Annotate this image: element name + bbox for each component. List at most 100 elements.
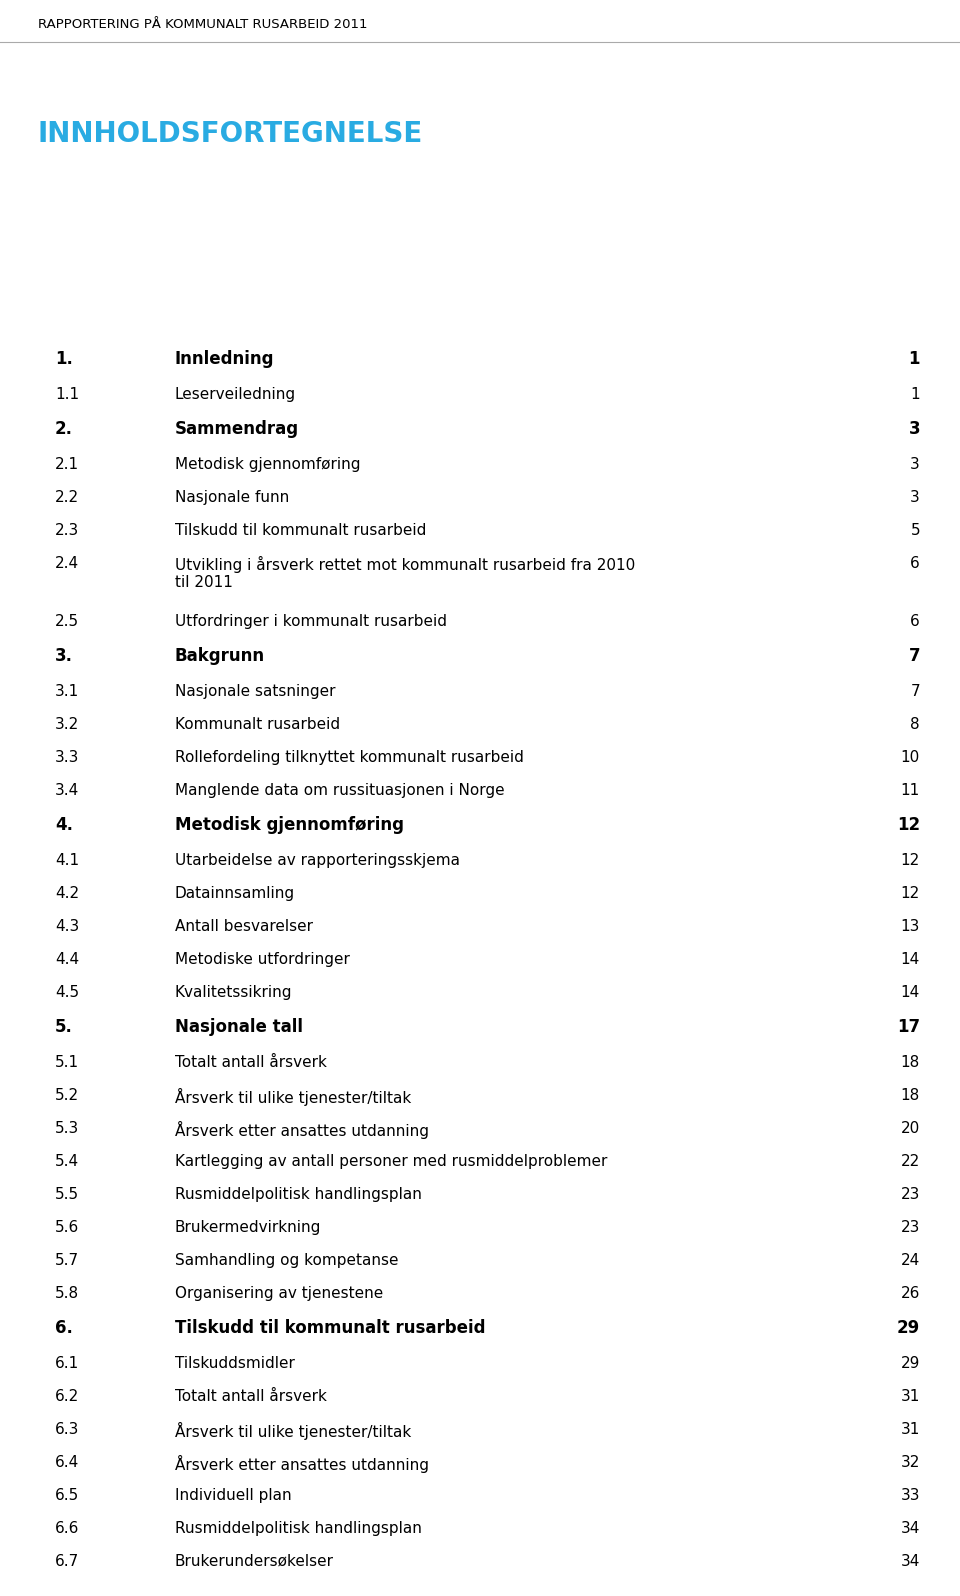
Text: 1.1: 1.1 — [55, 386, 79, 402]
Text: Totalt antall årsverk: Totalt antall årsverk — [175, 1055, 326, 1069]
Text: 3: 3 — [910, 490, 920, 504]
Text: 3: 3 — [908, 420, 920, 437]
Text: Tilskuddsmidler: Tilskuddsmidler — [175, 1357, 295, 1371]
Text: 22: 22 — [900, 1154, 920, 1168]
Text: Kommunalt rusarbeid: Kommunalt rusarbeid — [175, 717, 340, 733]
Text: 18: 18 — [900, 1088, 920, 1103]
Text: 31: 31 — [900, 1389, 920, 1404]
Text: 24: 24 — [900, 1253, 920, 1267]
Text: 6.3: 6.3 — [55, 1422, 80, 1436]
Text: Rollefordeling tilknyttet kommunalt rusarbeid: Rollefordeling tilknyttet kommunalt rusa… — [175, 750, 524, 764]
Text: 29: 29 — [897, 1318, 920, 1337]
Text: Årsverk til ulike tjenester/tiltak: Årsverk til ulike tjenester/tiltak — [175, 1088, 411, 1106]
Text: 6: 6 — [910, 614, 920, 629]
Text: Manglende data om russituasjonen i Norge: Manglende data om russituasjonen i Norge — [175, 784, 505, 798]
Text: Innledning: Innledning — [175, 350, 275, 369]
Text: Metodiske utfordringer: Metodiske utfordringer — [175, 951, 349, 967]
Text: 5.8: 5.8 — [55, 1286, 79, 1301]
Text: 6.4: 6.4 — [55, 1456, 80, 1470]
Text: Organisering av tjenestene: Organisering av tjenestene — [175, 1286, 383, 1301]
Text: Årsverk til ulike tjenester/tiltak: Årsverk til ulike tjenester/tiltak — [175, 1422, 411, 1440]
Text: 2.3: 2.3 — [55, 523, 80, 538]
Text: Metodisk gjennomføring: Metodisk gjennomføring — [175, 816, 404, 835]
Text: 5.: 5. — [55, 1018, 73, 1036]
Text: Sammendrag: Sammendrag — [175, 420, 300, 437]
Text: 2.5: 2.5 — [55, 614, 79, 629]
Text: Datainnsamling: Datainnsamling — [175, 886, 295, 902]
Text: Utfordringer i kommunalt rusarbeid: Utfordringer i kommunalt rusarbeid — [175, 614, 447, 629]
Text: 29: 29 — [900, 1357, 920, 1371]
Text: 3.2: 3.2 — [55, 717, 80, 733]
Text: 2.1: 2.1 — [55, 456, 79, 472]
Text: 32: 32 — [900, 1456, 920, 1470]
Text: 31: 31 — [900, 1422, 920, 1436]
Text: 6.6: 6.6 — [55, 1521, 80, 1535]
Text: 4.: 4. — [55, 816, 73, 835]
Text: Brukermedvirkning: Brukermedvirkning — [175, 1219, 322, 1235]
Text: 4.3: 4.3 — [55, 919, 80, 934]
Text: 3: 3 — [910, 456, 920, 472]
Text: 8: 8 — [910, 717, 920, 733]
Text: 6.7: 6.7 — [55, 1555, 80, 1569]
Text: INNHOLDSFORTEGNELSE: INNHOLDSFORTEGNELSE — [38, 120, 423, 148]
Text: 5.7: 5.7 — [55, 1253, 79, 1267]
Text: 3.4: 3.4 — [55, 784, 80, 798]
Text: 2.4: 2.4 — [55, 555, 79, 571]
Text: 34: 34 — [900, 1555, 920, 1569]
Text: 12: 12 — [897, 816, 920, 835]
Text: 5.2: 5.2 — [55, 1088, 79, 1103]
Text: Bakgrunn: Bakgrunn — [175, 646, 265, 666]
Text: 2.2: 2.2 — [55, 490, 79, 504]
Text: Utvikling i årsverk rettet mot kommunalt rusarbeid fra 2010
til 2011: Utvikling i årsverk rettet mot kommunalt… — [175, 555, 636, 591]
Text: 6.: 6. — [55, 1318, 73, 1337]
Text: 10: 10 — [900, 750, 920, 764]
Text: 3.: 3. — [55, 646, 73, 666]
Text: Tilskudd til kommunalt rusarbeid: Tilskudd til kommunalt rusarbeid — [175, 1318, 486, 1337]
Text: 17: 17 — [897, 1018, 920, 1036]
Text: 3.3: 3.3 — [55, 750, 80, 764]
Text: 4.1: 4.1 — [55, 852, 79, 868]
Text: Nasjonale funn: Nasjonale funn — [175, 490, 289, 504]
Text: Antall besvarelser: Antall besvarelser — [175, 919, 313, 934]
Text: 5.1: 5.1 — [55, 1055, 79, 1069]
Text: Kartlegging av antall personer med rusmiddelproblemer: Kartlegging av antall personer med rusmi… — [175, 1154, 608, 1168]
Text: 34: 34 — [900, 1521, 920, 1535]
Text: 6.1: 6.1 — [55, 1357, 80, 1371]
Text: 12: 12 — [900, 886, 920, 902]
Text: Utarbeidelse av rapporteringsskjema: Utarbeidelse av rapporteringsskjema — [175, 852, 460, 868]
Text: Brukerundersøkelser: Brukerundersøkelser — [175, 1555, 334, 1569]
Text: 5.6: 5.6 — [55, 1219, 80, 1235]
Text: 33: 33 — [900, 1487, 920, 1503]
Text: Nasjonale satsninger: Nasjonale satsninger — [175, 685, 335, 699]
Text: 20: 20 — [900, 1120, 920, 1136]
Text: Årsverk etter ansattes utdanning: Årsverk etter ansattes utdanning — [175, 1456, 429, 1473]
Text: 1.: 1. — [55, 350, 73, 369]
Text: 6: 6 — [910, 555, 920, 571]
Text: 1: 1 — [910, 386, 920, 402]
Text: Samhandling og kompetanse: Samhandling og kompetanse — [175, 1253, 398, 1267]
Text: 26: 26 — [900, 1286, 920, 1301]
Text: 11: 11 — [900, 784, 920, 798]
Text: 6.5: 6.5 — [55, 1487, 80, 1503]
Text: 6.2: 6.2 — [55, 1389, 80, 1404]
Text: 23: 23 — [900, 1219, 920, 1235]
Text: 18: 18 — [900, 1055, 920, 1069]
Text: 4.4: 4.4 — [55, 951, 79, 967]
Text: Leserveiledning: Leserveiledning — [175, 386, 296, 402]
Text: 7: 7 — [908, 646, 920, 666]
Text: 14: 14 — [900, 951, 920, 967]
Text: 23: 23 — [900, 1187, 920, 1202]
Text: 12: 12 — [900, 852, 920, 868]
Text: Årsverk etter ansattes utdanning: Årsverk etter ansattes utdanning — [175, 1120, 429, 1140]
Text: 5.5: 5.5 — [55, 1187, 79, 1202]
Text: Individuell plan: Individuell plan — [175, 1487, 292, 1503]
Text: Kvalitetssikring: Kvalitetssikring — [175, 985, 293, 1001]
Text: RAPPORTERING PÅ KOMMUNALT RUSARBEID 2011: RAPPORTERING PÅ KOMMUNALT RUSARBEID 2011 — [38, 18, 368, 30]
Text: 5.3: 5.3 — [55, 1120, 80, 1136]
Text: 14: 14 — [900, 985, 920, 1001]
Text: 4.5: 4.5 — [55, 985, 79, 1001]
Text: Nasjonale tall: Nasjonale tall — [175, 1018, 303, 1036]
Text: Rusmiddelpolitisk handlingsplan: Rusmiddelpolitisk handlingsplan — [175, 1521, 421, 1535]
Text: 7: 7 — [910, 685, 920, 699]
Text: Metodisk gjennomføring: Metodisk gjennomføring — [175, 456, 361, 472]
